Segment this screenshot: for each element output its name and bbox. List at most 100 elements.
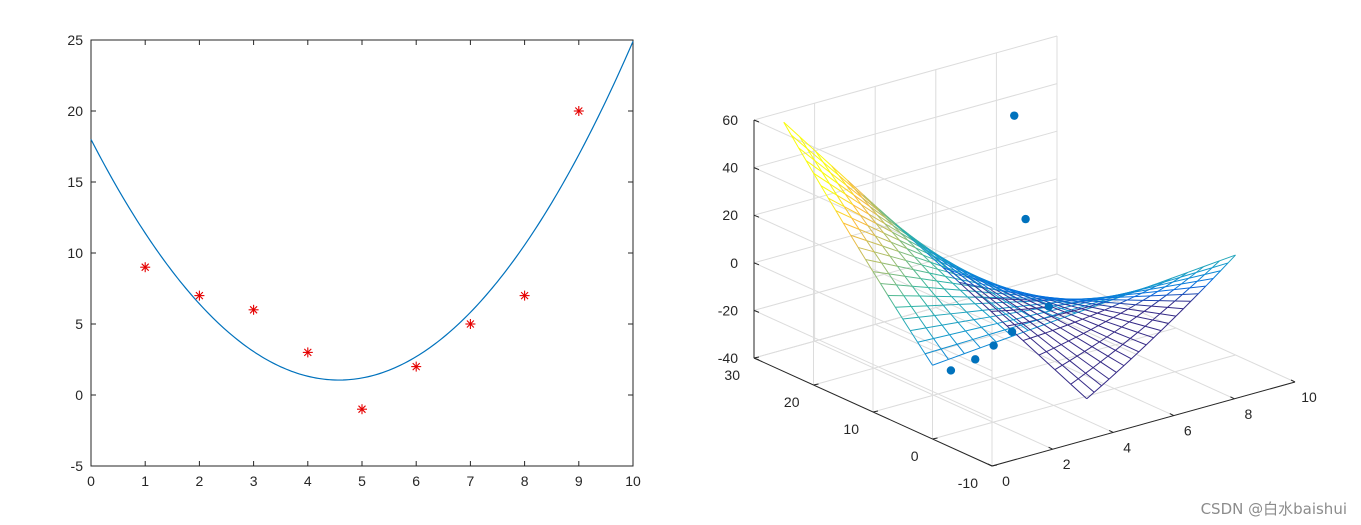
mesh-line-y	[1129, 321, 1146, 327]
mesh-line-y	[1025, 294, 1043, 301]
mesh-line-x	[940, 348, 949, 360]
mesh-line-x	[1077, 372, 1086, 380]
mesh-line-y	[1100, 361, 1117, 373]
mesh-line-y	[918, 242, 936, 258]
z-tick-label: 40	[722, 160, 738, 176]
mesh-line-y	[821, 171, 839, 184]
mesh-line-y	[814, 159, 831, 174]
mesh-line-x	[1066, 310, 1075, 314]
mesh-line-x	[1144, 319, 1153, 327]
mesh-line-y	[1081, 308, 1098, 314]
mesh-line-y	[1002, 286, 1019, 294]
mesh-line-y	[1106, 336, 1124, 345]
mesh-line-y	[1040, 296, 1058, 301]
mesh-line-y	[975, 302, 992, 305]
mesh-line-y	[942, 267, 960, 283]
mesh-line-y	[934, 256, 951, 271]
mesh-line-y	[1119, 302, 1136, 306]
mesh-line-x	[913, 269, 922, 279]
mesh-line-y	[1107, 295, 1125, 302]
mesh-line-x	[942, 304, 951, 315]
mesh-line-x	[981, 326, 990, 336]
mesh-line-x	[1100, 355, 1109, 363]
mesh-line-y	[904, 275, 921, 280]
mesh-line-y	[973, 316, 991, 321]
mesh-line-x	[1021, 311, 1030, 317]
x-tick-mark	[1169, 413, 1175, 417]
x-tick-label: 5	[358, 473, 366, 489]
watermark: CSDN @白水baishui	[1200, 500, 1347, 518]
mesh-line-y	[996, 289, 1013, 300]
x-tick-mark	[1108, 429, 1114, 433]
mesh-line-y	[1145, 325, 1162, 332]
mesh-line-x	[1070, 378, 1079, 385]
mesh-line-y	[965, 326, 982, 332]
mesh-line-x	[860, 204, 870, 215]
mesh-line-y	[1073, 310, 1091, 317]
mesh-line-x	[1046, 347, 1054, 353]
mesh-line-y	[865, 259, 882, 264]
mesh-line-y	[949, 330, 966, 336]
mesh-line-y	[1182, 293, 1199, 295]
mesh-line-x	[952, 282, 961, 291]
data-point-3d	[946, 366, 956, 375]
mesh-line-y	[980, 279, 997, 291]
mesh-line-y	[1134, 295, 1151, 298]
mesh-line-y	[1027, 308, 1045, 319]
mesh-line-x	[927, 287, 937, 297]
mesh-line-y	[924, 348, 942, 355]
mesh-line-x	[1088, 303, 1097, 308]
data-point-3d	[1021, 214, 1030, 224]
mesh-line-x	[1092, 361, 1101, 368]
mesh-line-x	[897, 265, 906, 277]
mesh-line-y	[1046, 351, 1063, 366]
mesh-line-y	[1071, 298, 1088, 302]
mesh-line-x	[1105, 317, 1114, 323]
mesh-line-y	[1159, 313, 1177, 317]
mesh-line-x	[1189, 280, 1198, 289]
mesh-line-y	[1090, 329, 1108, 338]
mesh-line-x	[965, 330, 974, 340]
mesh-line-x	[958, 304, 967, 313]
mesh-line-y	[997, 319, 1014, 324]
data-point-3d	[1010, 111, 1019, 120]
mesh-line-y	[989, 297, 1007, 311]
mesh-line-x	[829, 183, 838, 196]
mesh-line-x	[1058, 312, 1067, 316]
mesh-line-x	[1005, 309, 1014, 312]
mesh-line-y	[926, 252, 944, 269]
z-tick-label: -20	[718, 302, 738, 318]
mesh-line-y	[992, 292, 1009, 295]
z-tick-mark	[753, 357, 760, 361]
mesh-line-y	[1125, 292, 1143, 296]
mesh-line-x	[814, 160, 823, 173]
mesh-line-x	[1196, 274, 1206, 282]
mesh-line-y	[950, 311, 967, 315]
mesh-line-y	[1028, 324, 1045, 331]
mesh-line-y	[846, 185, 863, 199]
x-tick-label: 4	[304, 473, 312, 489]
mesh-line-y	[1013, 309, 1030, 322]
mesh-line-y	[1053, 347, 1071, 362]
mesh-line-x	[951, 296, 960, 305]
y-tick-label: 0	[911, 448, 919, 464]
mesh-line-x	[1020, 324, 1029, 331]
mesh-line-y	[1043, 317, 1061, 329]
mesh-line-x	[875, 223, 885, 234]
x-tick-label: 6	[412, 473, 420, 489]
mesh-line-x	[1119, 299, 1128, 304]
x-tick-label: 0	[87, 473, 95, 489]
mesh-line-x	[1126, 296, 1135, 301]
mesh-line-y	[874, 235, 892, 243]
mesh-line-y	[1070, 383, 1088, 400]
mesh-line-y	[1171, 271, 1188, 279]
mesh-line-x	[1098, 321, 1107, 327]
mesh-line-x	[1227, 254, 1236, 264]
mesh-line-x	[949, 334, 958, 345]
surface-mesh	[783, 121, 1236, 400]
mesh-line-x	[988, 334, 997, 343]
mesh-line-x	[925, 327, 934, 339]
y-tick-label: 15	[67, 174, 83, 190]
mesh-line-y	[1187, 266, 1204, 273]
mesh-line-y	[988, 288, 1006, 300]
